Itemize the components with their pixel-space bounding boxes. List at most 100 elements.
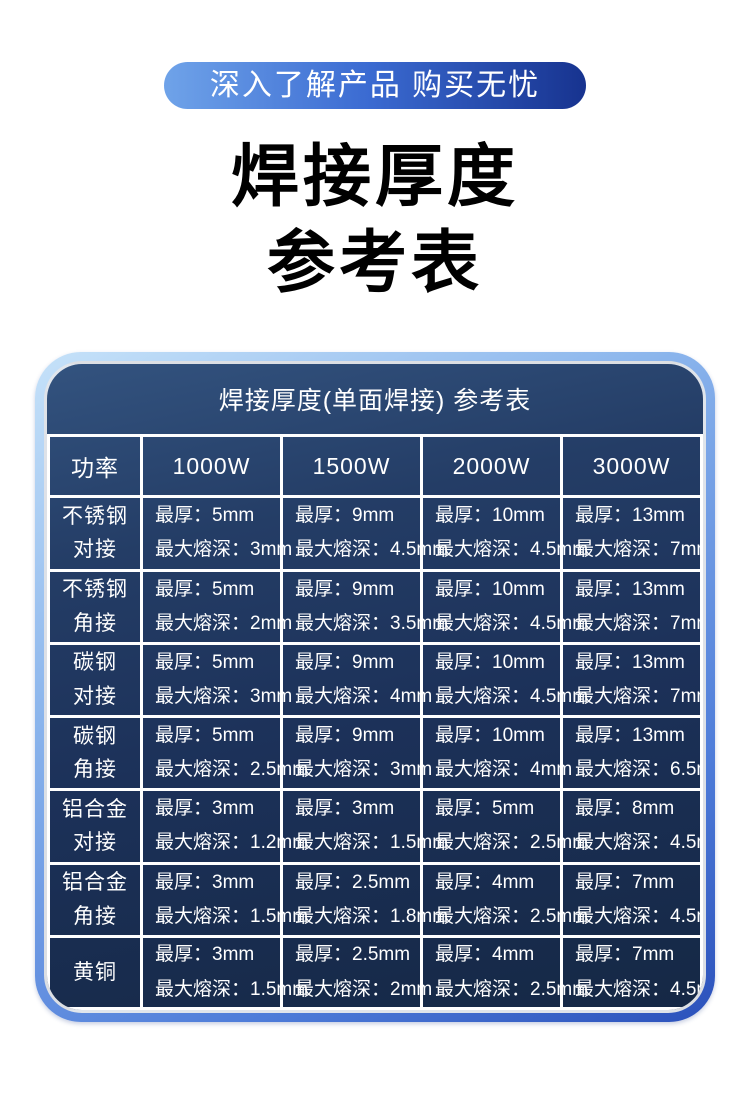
spec-cell: 最厚：5mm 最大熔深：3mm: [140, 641, 293, 719]
power-column-header: 2000W: [420, 434, 563, 499]
max-penetration-text: 最大熔深：2.5mm: [435, 905, 589, 927]
material-label-line: 黄铜: [73, 960, 117, 984]
table-row: 不锈钢 对接 最厚：5mm 最大熔深：3mm 最厚：9mm 最大熔深：4.5mm 最厚：10…: [47, 495, 706, 572]
max-penetration-text: 最大熔深：4mm: [295, 685, 433, 707]
max-penetration-text: 最大熔深：2.5mm: [155, 759, 309, 781]
spec-cell: 最厚：9mm 最大熔深：4mm: [280, 641, 433, 719]
max-thickness-text: 最厚：3mm: [155, 944, 255, 966]
max-thickness-text: 最厚：9mm: [295, 725, 395, 747]
power-header-cell: 功率: [47, 434, 143, 499]
spec-cell: 最厚：9mm 最大熔深：3.5mm: [280, 568, 449, 645]
welding-thickness-table: 功率 1000W 1500W 2000W 3000W 不锈钢 对接 最厚：5mm 最大熔深：3…: [47, 434, 706, 1011]
spec-cell: 最厚：10mm 最大熔深：4.5mm: [420, 495, 588, 572]
reference-table-card-inner: 焊接厚度(单面焊接) 参考表 功率 1000W 1500W 2000W 3000W 不锈…: [44, 361, 706, 1014]
max-penetration-text: 最大熔深：3mm: [295, 759, 433, 781]
max-thickness-text: 最厚：13mm: [575, 725, 685, 747]
power-column-header: 1500W: [280, 434, 423, 499]
max-thickness-text: 最厚：10mm: [435, 725, 545, 747]
max-penetration-text: 最大熔深：1.5mm: [295, 832, 449, 854]
max-thickness-text: 最厚：7mm: [575, 944, 675, 966]
material-label-line: 不锈钢: [62, 504, 128, 528]
material-label-line: 角接: [73, 904, 117, 928]
max-penetration-text: 最大熔深：4mm: [435, 759, 573, 781]
max-thickness-text: 最厚：13mm: [575, 651, 685, 673]
max-thickness-text: 最厚：13mm: [575, 578, 685, 600]
spec-cell: 最厚：3mm 最大熔深：1.5mm: [140, 934, 309, 1011]
spec-cell: 最厚：3mm 最大熔深：1.5mm: [140, 861, 309, 938]
max-thickness-text: 最厚：5mm: [155, 505, 255, 527]
table-header-row: 功率 1000W 1500W 2000W 3000W: [47, 434, 703, 499]
material-label-line: 对接: [73, 538, 117, 562]
max-penetration-text: 最大熔深：3mm: [155, 685, 293, 707]
max-thickness-text: 最厚：10mm: [435, 578, 545, 600]
max-penetration-text: 最大熔深：7mm: [575, 685, 706, 707]
page-title-line1: 焊接厚度: [230, 139, 519, 215]
max-thickness-text: 最厚：5mm: [155, 578, 255, 600]
max-penetration-text: 最大熔深：3.5mm: [295, 612, 449, 634]
max-thickness-text: 最厚：2.5mm: [295, 871, 411, 893]
material-label: 碳钢 对接: [47, 641, 143, 719]
max-penetration-text: 最大熔深：2.5mm: [435, 978, 589, 1000]
spec-cell: 最厚：4mm 最大熔深：2.5mm: [420, 934, 589, 1011]
max-penetration-text: 最大熔深：1.8mm: [295, 905, 449, 927]
spec-cell: 最厚：2.5mm 最大熔深：2mm: [280, 934, 432, 1011]
max-penetration-text: 最大熔深：1.5mm: [155, 905, 309, 927]
spec-cell: 最厚：7mm 最大熔深：4.5mm: [560, 861, 703, 938]
max-penetration-text: 最大熔深：1.2mm: [155, 832, 309, 854]
max-penetration-text: 最大熔深：7mm: [575, 612, 706, 634]
max-thickness-text: 最厚：9mm: [295, 651, 395, 673]
reference-table-card: 焊接厚度(单面焊接) 参考表 功率 1000W 1500W 2000W 3000W 不锈…: [35, 352, 715, 1023]
material-label-line: 碳钢: [73, 651, 117, 675]
material-label-line: 角接: [73, 611, 117, 635]
max-penetration-text: 最大熔深：1.5mm: [155, 978, 309, 1000]
max-penetration-text: 最大熔深：2mm: [155, 612, 293, 634]
spec-cell: 最厚：2.5mm 最大熔深：1.8mm: [280, 861, 449, 938]
max-thickness-text: 最厚：4mm: [435, 871, 535, 893]
max-penetration-text: 最大熔深：4.5mm: [435, 685, 589, 707]
page-title: 焊接厚度 参考表: [0, 135, 750, 306]
table-row: 碳钢 对接 最厚：5mm 最大熔深：3mm 最厚：9mm 最大熔深：4mm 最厚：10mm 最…: [47, 641, 706, 719]
table-row: 铝合金 对接 最厚：3mm 最大熔深：1.2mm 最厚：3mm 最大熔深：1.5mm 最厚：…: [47, 788, 703, 865]
table-title: 焊接厚度(单面焊接) 参考表: [218, 387, 532, 416]
max-penetration-text: 最大熔深：7mm: [575, 539, 706, 561]
max-thickness-text: 最厚：2.5mm: [295, 944, 411, 966]
power-column-header: 1000W: [140, 434, 283, 499]
max-penetration-text: 最大熔深：4.5mm: [575, 905, 703, 927]
material-label-line: 对接: [73, 684, 117, 708]
spec-cell: 最厚：8mm 最大熔深：4.5mm: [560, 788, 703, 865]
spec-cell: 最厚：13mm 最大熔深：7mm: [560, 495, 706, 572]
spec-cell: 最厚：5mm 最大熔深：2mm: [140, 568, 293, 645]
spec-cell: 最厚：9mm 最大熔深：4.5mm: [280, 495, 449, 572]
max-thickness-text: 最厚：5mm: [155, 725, 255, 747]
spec-cell: 最厚：10mm 最大熔深：4.5mm: [420, 641, 589, 719]
max-thickness-text: 最厚：3mm: [155, 798, 255, 820]
material-label: 不锈钢 角接: [47, 568, 143, 645]
material-label-line: 碳钢: [73, 724, 117, 748]
max-thickness-text: 最厚：4mm: [435, 944, 535, 966]
max-penetration-text: 最大熔深：4.5mm: [295, 539, 449, 561]
max-thickness-text: 最厚：3mm: [155, 871, 255, 893]
max-thickness-text: 最厚：8mm: [575, 798, 675, 820]
material-label: 铝合金 角接: [47, 861, 143, 938]
max-penetration-text: 最大熔深：3mm: [155, 539, 293, 561]
power-column-header: 3000W: [560, 434, 703, 499]
page-title-line2: 参考表: [266, 224, 483, 301]
max-penetration-text: 最大熔深：4.5mm: [575, 978, 703, 1000]
material-label-line: 对接: [73, 831, 117, 855]
max-penetration-text: 最大熔深：2.5mm: [435, 832, 589, 854]
spec-cell: 最厚：5mm 最大熔深：3mm: [140, 495, 293, 572]
material-label-line: 铝合金: [62, 797, 128, 821]
material-label-line: 不锈钢: [62, 578, 128, 602]
spec-cell: 最厚：13mm 最大熔深：6.5mm: [560, 715, 703, 792]
spec-cell: 最厚：5mm 最大熔深：2.5mm: [140, 715, 309, 792]
spec-cell: 最厚：13mm 最大熔深：7mm: [560, 641, 706, 719]
material-label: 不锈钢 对接: [47, 495, 143, 572]
spec-cell: 最厚：13mm 最大熔深：7mm: [560, 568, 706, 645]
spec-cell: 最厚：5mm 最大熔深：2.5mm: [420, 788, 589, 865]
material-label: 黄铜: [47, 934, 143, 1011]
max-thickness-text: 最厚：10mm: [435, 651, 545, 673]
top-banner-text: 深入了解产品 购买无忧: [209, 69, 541, 102]
table-row: 碳钢 角接 最厚：5mm 最大熔深：2.5mm 最厚：9mm 最大熔深：3mm 最厚：10m…: [47, 715, 703, 792]
max-penetration-text: 最大熔深：4.5mm: [435, 612, 589, 634]
max-thickness-text: 最厚：5mm: [435, 798, 535, 820]
